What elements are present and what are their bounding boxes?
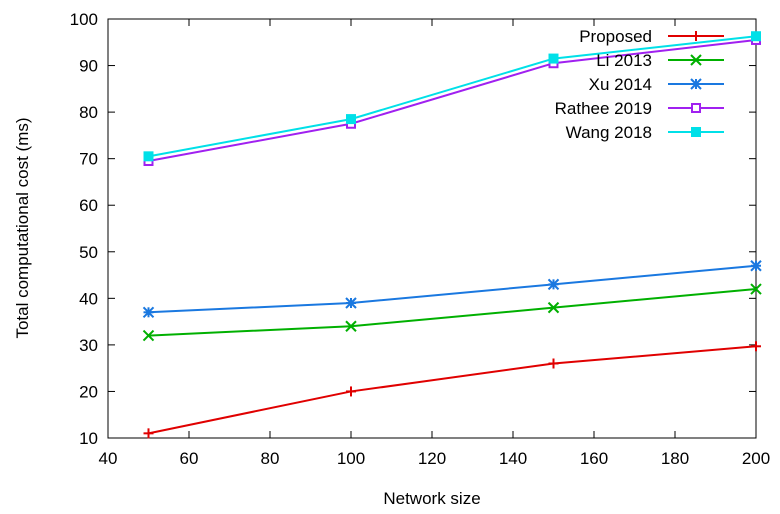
data-point-proposed (548, 358, 559, 369)
legend-label-xu-2014: Xu 2014 (589, 75, 652, 94)
legend-label-li-2013: Li 2013 (596, 51, 652, 70)
y-tick-label: 70 (79, 150, 98, 169)
series-line-wang-2018 (148, 35, 757, 158)
marker-stroke (751, 31, 761, 42)
marker-stroke (345, 320, 357, 332)
y-tick-label: 50 (79, 243, 98, 262)
data-point-wang-2018 (346, 114, 356, 125)
legend-marker-li-2013 (690, 54, 702, 66)
y-tick-label: 80 (79, 103, 98, 122)
marker-stroke (690, 54, 702, 66)
y-axis-label: Total computational cost (ms) (13, 117, 32, 338)
marker-stroke (346, 114, 356, 125)
x-tick-label: 100 (337, 449, 365, 468)
marker-stroke (142, 329, 155, 342)
legend-label-proposed: Proposed (579, 27, 652, 46)
series-line-li-2013 (148, 288, 757, 337)
legend-marker-proposed (691, 31, 701, 41)
x-tick-label: 180 (661, 449, 689, 468)
data-point-wang-2018 (548, 53, 559, 64)
y-tick-label: 20 (79, 382, 98, 401)
marker-stroke (548, 53, 559, 64)
data-point-proposed (143, 428, 154, 439)
y-tick-label: 40 (79, 289, 98, 308)
legend-label-rathee-2019: Rathee 2019 (555, 99, 652, 118)
marker-stroke (691, 127, 701, 137)
marker-stroke (750, 283, 762, 295)
data-point-xu-2014 (142, 306, 155, 319)
legend-marker-wang-2018 (691, 127, 701, 137)
marker-stroke (547, 278, 560, 291)
data-point-li-2013 (750, 283, 762, 295)
y-tick-label: 60 (79, 196, 98, 215)
series-line-proposed (148, 345, 757, 435)
marker-stroke (143, 151, 154, 162)
y-tick-label: 30 (79, 336, 98, 355)
x-axis-label: Network size (383, 489, 480, 508)
marker-stroke (690, 78, 702, 90)
data-point-xu-2014 (750, 260, 762, 272)
marker-stroke (750, 260, 762, 272)
data-point-xu-2014 (547, 278, 560, 291)
x-tick-label: 160 (580, 449, 608, 468)
data-point-wang-2018 (751, 31, 761, 42)
data-point-proposed (346, 386, 356, 397)
legend-marker-xu-2014 (690, 78, 702, 90)
x-tick-label: 120 (418, 449, 446, 468)
x-tick-label: 80 (261, 449, 280, 468)
plot-frame (107, 18, 757, 439)
data-point-proposed (751, 341, 761, 352)
y-tick-label: 100 (70, 10, 98, 29)
marker-stroke (547, 301, 560, 314)
marker-stroke (142, 306, 155, 319)
data-point-li-2013 (345, 320, 357, 332)
legend-marker-rathee-2019 (691, 103, 701, 113)
data-point-xu-2014 (345, 297, 357, 309)
data-point-li-2013 (547, 301, 560, 314)
legend-label-wang-2018: Wang 2018 (566, 123, 652, 142)
data-point-li-2013 (142, 329, 155, 342)
y-tick-label: 90 (79, 57, 98, 76)
x-tick-label: 200 (742, 449, 770, 468)
x-tick-label: 40 (99, 449, 118, 468)
data-point-wang-2018 (143, 151, 154, 162)
x-tick-label: 60 (180, 449, 199, 468)
marker-stroke (345, 297, 357, 309)
marker-stroke (691, 103, 701, 113)
x-tick-label: 140 (499, 449, 527, 468)
series-line-xu-2014 (148, 264, 757, 314)
y-tick-label: 10 (79, 429, 98, 448)
series-line-rathee-2019 (148, 38, 757, 162)
